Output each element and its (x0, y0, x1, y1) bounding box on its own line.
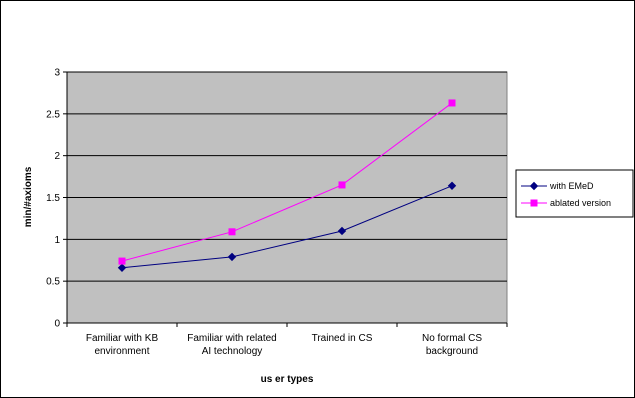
data-point (227, 252, 237, 262)
y-tick-label: 3 (54, 68, 60, 79)
y-axis: 0 0.5 1 1.5 2 2.5 3 (46, 68, 68, 330)
data-point (228, 228, 236, 236)
x-tick-label: AI technology (202, 346, 263, 357)
x-axis-title: us er types (261, 374, 314, 385)
series-layer (117, 99, 457, 272)
legend-marker (529, 181, 539, 191)
x-axis: Familiar with KB environment Familiar with… (66, 322, 508, 357)
x-tick-label: Trained in CS (312, 333, 373, 344)
series-0 (117, 181, 457, 272)
series-line (121, 102, 453, 262)
y-tick-label: 0 (54, 319, 60, 330)
y-tick-label: 1 (54, 235, 60, 246)
series-1 (118, 99, 456, 265)
y-tick-label: 2 (54, 151, 60, 162)
x-tick-label: environment (94, 346, 149, 357)
y-axis-title: min/#axioms (23, 166, 34, 227)
legend-entry: ablated version (521, 198, 611, 208)
data-point (448, 99, 456, 107)
y-tick-label: 2.5 (46, 109, 60, 120)
x-tick-label: background (426, 346, 478, 357)
data-point (338, 181, 346, 189)
x-tick-label: Familiar with KB (86, 333, 159, 344)
data-point (447, 181, 457, 190)
legend: with EMeD ablated version (515, 169, 634, 218)
legend-label: ablated version (550, 198, 611, 208)
legend-box (515, 169, 634, 218)
legend-marker (530, 199, 538, 207)
legend-entry: with EMeD (521, 181, 594, 191)
data-point (118, 257, 126, 265)
gridlines (67, 71, 507, 282)
y-tick-label: 0.5 (46, 277, 60, 288)
series-line (121, 185, 453, 269)
y-tick-label: 1.5 (46, 193, 60, 204)
x-tick-label: Familiar with related (187, 333, 276, 344)
x-tick-label: No formal CS (422, 333, 482, 344)
data-point (117, 263, 127, 272)
legend-label: with EMeD (549, 181, 594, 191)
data-point (337, 226, 347, 236)
